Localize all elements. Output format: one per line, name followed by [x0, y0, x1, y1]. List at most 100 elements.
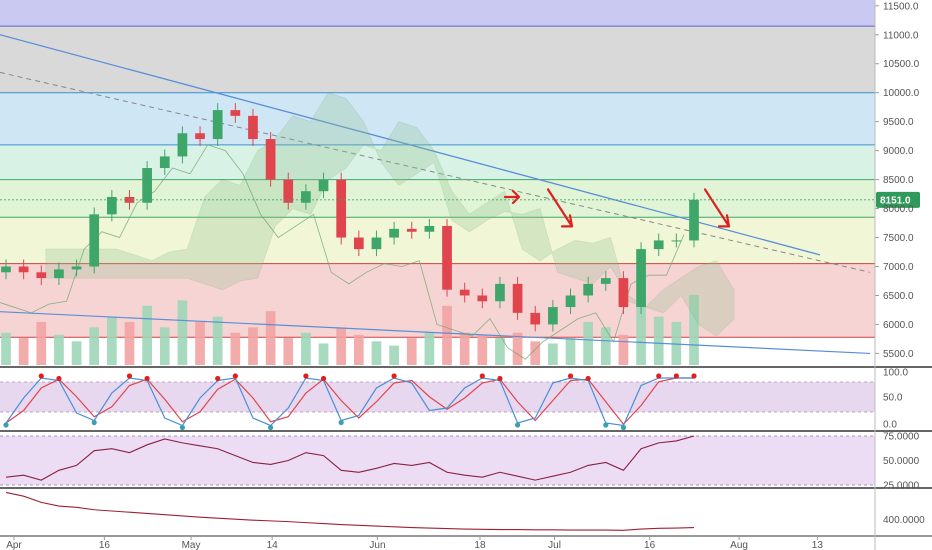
- candle-body: [248, 115, 258, 140]
- candle-body: [442, 225, 452, 290]
- stoch-rsi-panel: [0, 373, 932, 432]
- y-axis: 11500.0 11000.0 10500.0 10000.0 9500.0 9000.0…: [874, 0, 925, 550]
- volume-bar: [353, 334, 364, 365]
- candle-body: [636, 249, 646, 308]
- volume-bar: [442, 305, 452, 365]
- x-tick-label: 16: [99, 540, 111, 550]
- stoch-signal-dot: [303, 373, 309, 379]
- stoch-signal-dot: [268, 424, 274, 431]
- candle-body: [265, 139, 276, 180]
- stoch-signal-dot: [215, 375, 221, 382]
- y-tick-label: 9500.0: [883, 117, 914, 128]
- x-axis: Apr 16 May 14 Jun 18 Jul 16 Aug 13: [6, 536, 823, 550]
- trendline-upper: [0, 34, 821, 256]
- candle-body: [36, 272, 47, 279]
- annotation-arrow: [546, 188, 574, 228]
- volume-bar: [618, 334, 629, 365]
- candle-body: [18, 266, 29, 273]
- y-tick-label: 9000.0: [883, 146, 914, 157]
- stoch-signal-dot: [391, 373, 397, 379]
- stoch-signal-dot: [691, 373, 697, 379]
- stoch-signal-dot: [479, 373, 485, 379]
- candle-body: [406, 228, 417, 232]
- stoch-band: [0, 382, 875, 412]
- volume-bar: [106, 316, 117, 365]
- candle-body: [548, 307, 558, 325]
- y-tick-label: 10500.0: [883, 59, 920, 70]
- volume-bar: [248, 327, 258, 365]
- stoch-signal-dot: [91, 419, 97, 426]
- volume-bar: [301, 332, 311, 365]
- volume-bar: [636, 300, 646, 365]
- candle-body: [653, 240, 664, 250]
- stoch-signal-dot: [56, 375, 62, 382]
- volume-bar: [689, 295, 699, 365]
- y-tick-label: 10000.0: [883, 88, 920, 99]
- stoch-signal-dot: [567, 373, 574, 379]
- volume-bar: [195, 321, 205, 365]
- candle-body: [583, 283, 594, 296]
- candle-body: [318, 179, 329, 192]
- y-tick-label: 7000.0: [883, 262, 914, 273]
- volume-bar: [565, 338, 576, 365]
- x-tick-label: 13: [812, 540, 824, 550]
- candle-body: [353, 237, 364, 250]
- volume-bar: [230, 332, 241, 365]
- trendline-lower: [0, 311, 871, 355]
- ichimoku-cloud: [45, 92, 735, 337]
- volume-bar: [671, 321, 682, 365]
- volume-bar: [159, 327, 170, 365]
- candle-body: [283, 179, 294, 203]
- candle-body: [336, 179, 347, 238]
- volume-bar: [548, 343, 558, 365]
- candle-body: [389, 228, 399, 238]
- y-tick-label: 6500.0: [883, 291, 914, 302]
- candle-body: [159, 156, 170, 169]
- rsi-axis-label: 75.0000: [883, 432, 920, 443]
- stoch-axis-label: 50.0: [883, 393, 903, 404]
- rsi-axis-label: 50.0000: [883, 456, 920, 467]
- candle-body: [565, 295, 576, 308]
- y-tick-label: 11500.0: [883, 1, 919, 12]
- stoch-signal-dot: [585, 375, 591, 382]
- stoch-signal-dot: [126, 373, 133, 379]
- rsi-axis-label: 25.0000: [883, 481, 920, 492]
- volume-bar: [371, 341, 382, 365]
- volume-bar: [265, 311, 276, 365]
- candle-body: [142, 168, 152, 203]
- volume-bar: [124, 321, 135, 365]
- candle-body: [512, 283, 523, 313]
- stoch-signal-dot: [338, 419, 344, 426]
- candle-body: [495, 283, 505, 302]
- volume-bar: [406, 338, 417, 365]
- obv-line: [5, 491, 695, 531]
- annotation-arrow: [503, 189, 521, 205]
- rsi-panel: [0, 435, 932, 489]
- candle-body: [54, 269, 64, 279]
- fib-band: [0, 26, 875, 93]
- rsi-line: [5, 435, 695, 481]
- dashed-trendline: [0, 71, 871, 273]
- x-tick-label: Aug: [730, 540, 748, 550]
- stoch-signal-dot: [673, 373, 679, 379]
- stoch-axis-label: 0.0: [883, 420, 897, 431]
- volume-bar: [89, 327, 100, 365]
- candle-body: [600, 278, 611, 284]
- current-price-badge: [876, 191, 920, 208]
- candle-body: [230, 110, 241, 116]
- volume-bar: [600, 327, 611, 365]
- obv-axis-label: 400.0000: [883, 515, 925, 526]
- y-tick-label: 7500.0: [883, 233, 914, 244]
- candle-body: [89, 214, 100, 267]
- candle-body: [195, 133, 205, 140]
- candle-body: [618, 278, 629, 308]
- y-tick-label: 6000.0: [883, 320, 914, 331]
- volume-bar: [212, 316, 223, 365]
- x-tick-label: 14: [267, 540, 279, 550]
- stoch-signal-dot: [232, 373, 238, 379]
- candle-body: [530, 312, 541, 325]
- stoch-signal-dot: [603, 422, 609, 428]
- stoch-d-line: [5, 377, 694, 426]
- candle-body: [459, 289, 470, 296]
